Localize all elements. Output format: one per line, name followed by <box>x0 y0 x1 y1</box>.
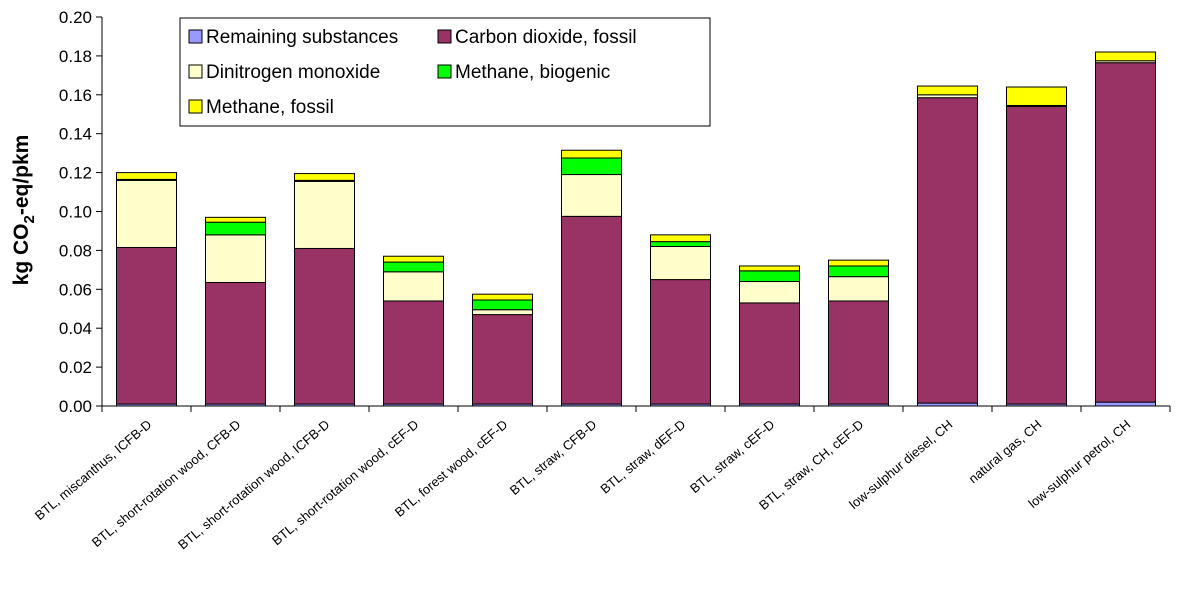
bar-segment <box>739 302 800 405</box>
x-category-label: BTL, short-rotation wood, CFB-D <box>89 417 244 550</box>
bar-segment <box>1006 105 1067 405</box>
x-category-label: natural gas, CH <box>966 417 1045 487</box>
bar-segment <box>205 281 266 405</box>
bar-segment <box>739 281 800 304</box>
legend: Remaining substances Carbon dioxide, foss… <box>179 17 711 127</box>
bar-segment <box>1095 62 1156 403</box>
y-tick-label: 0.16 <box>59 86 92 105</box>
bar-segment <box>1095 401 1156 407</box>
legend-label: Dinitrogen monoxide <box>206 62 380 83</box>
bar-segment <box>650 234 711 243</box>
bar-segment <box>383 255 444 263</box>
bar-segment <box>472 293 533 301</box>
bar-segment <box>205 234 266 283</box>
bar-segment <box>472 299 533 311</box>
x-category-label: BTL, straw, cEF-D <box>687 417 777 496</box>
y-tick-label: 0.06 <box>59 280 92 299</box>
x-category-label: BTL, short-rotation wood, cEF-D <box>269 417 421 548</box>
bar-segment <box>650 241 711 248</box>
bar-segment <box>828 300 889 405</box>
bar-segment <box>828 259 889 267</box>
x-category-label: BTL, straw, dEF-D <box>597 417 688 497</box>
bar-segment <box>383 261 444 273</box>
bar-segment <box>205 221 266 236</box>
legend-label: Methane, fossil <box>206 97 334 118</box>
y-tick-label: 0.12 <box>59 164 92 183</box>
bar-segment <box>739 265 800 272</box>
y-axis-title-subscript: 2 <box>21 215 38 223</box>
bar-segment <box>561 149 622 159</box>
y-tick-label: 0.04 <box>59 319 92 338</box>
y-tick-label: 0.20 <box>59 8 92 27</box>
bar-segment <box>116 246 177 405</box>
legend-swatch <box>437 29 452 44</box>
x-category-label: low-sulphur petrol, CH <box>1025 417 1133 511</box>
bar-segment <box>294 247 355 405</box>
bar-segment <box>294 180 355 249</box>
legend-label: Carbon dioxide, fossil <box>455 27 637 48</box>
bar-segment <box>294 173 355 181</box>
y-tick-label: 0.14 <box>59 125 92 144</box>
y-tick-label: 0.18 <box>59 47 92 66</box>
y-tick-label: 0.08 <box>59 241 92 260</box>
bar-segment <box>383 300 444 405</box>
bar-segment <box>561 157 622 176</box>
bar-segment <box>650 279 711 405</box>
legend-swatch <box>437 64 452 79</box>
y-tick-label: 0.00 <box>59 397 92 416</box>
bar-segment <box>650 246 711 281</box>
bar-segment <box>917 85 978 96</box>
bar-segment <box>205 216 266 223</box>
bar-segment <box>828 276 889 302</box>
bars <box>116 51 1156 407</box>
bar-segment <box>116 179 177 248</box>
x-category-label: BTL, short-rotation wood, ICFB-D <box>175 417 332 552</box>
bar-segment <box>561 174 622 217</box>
bar-segment <box>116 172 177 180</box>
y-axis-title-rest: -eq/pkm <box>10 135 33 216</box>
bar-segment <box>828 265 889 278</box>
y-axis-title: kg CO2-eq/pkm <box>10 135 38 286</box>
bar-segment <box>472 314 533 405</box>
bar-segment <box>739 270 800 283</box>
legend-label: Methane, biogenic <box>455 62 610 83</box>
legend-swatch <box>188 29 203 44</box>
svg-text:kg CO2-eq/pkm: kg CO2-eq/pkm <box>10 135 38 286</box>
bar-segment <box>472 309 533 316</box>
bar-segment <box>917 97 978 404</box>
legend-swatch <box>188 99 203 114</box>
axes <box>101 17 1171 412</box>
legend-label: Remaining substances <box>206 27 398 48</box>
x-category-label: BTL, straw, CFB-D <box>507 417 600 498</box>
y-axis-ticks: 0.00 0.02 0.04 0.06 0.08 0.10 0.12 0.14 0.16 0.18… <box>59 8 102 416</box>
bar-segment <box>383 271 444 302</box>
y-axis-title-main: kg CO <box>10 224 33 286</box>
bar-segment <box>1095 51 1156 62</box>
bar-segment <box>1006 86 1067 106</box>
y-tick-label: 0.02 <box>59 358 92 377</box>
legend-swatch <box>188 64 203 79</box>
y-tick-label: 0.10 <box>59 203 92 222</box>
bar-segment <box>561 215 622 405</box>
